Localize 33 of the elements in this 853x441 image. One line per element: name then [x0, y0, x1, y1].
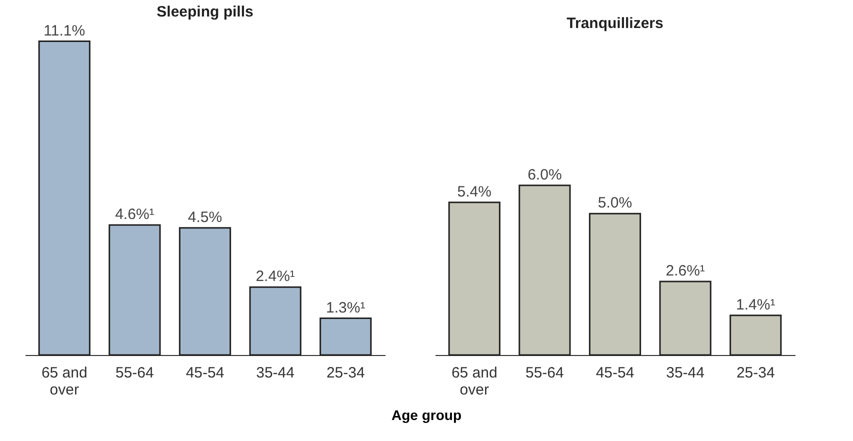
bar: [448, 202, 500, 356]
bar: [249, 286, 302, 356]
data-label: 6.0%: [528, 166, 562, 184]
x-tick-label: 45-54: [596, 364, 634, 382]
bar: [38, 40, 90, 356]
data-label: 11.1%: [44, 22, 86, 40]
x-tick-label: 55-64: [116, 364, 154, 382]
x-axis-title: Age group: [390, 407, 462, 423]
bar: [108, 224, 161, 356]
x-tick-label: 35-44: [666, 364, 704, 382]
data-label: 2.6%¹: [666, 262, 705, 280]
data-label: 5.0%: [598, 194, 632, 212]
data-label: 2.4%¹: [256, 268, 295, 286]
data-label: 4.6%¹: [115, 206, 154, 223]
data-label: 5.4%: [457, 183, 492, 200]
x-tick-label: 25-34: [326, 364, 365, 382]
x-tick-label: 65 and over: [451, 364, 498, 398]
x-tick-label: 55-64: [526, 364, 564, 382]
bar: [588, 212, 642, 356]
data-label: 4.5%: [188, 208, 222, 226]
x-tick-label: 25-34: [736, 364, 775, 382]
bar: [178, 227, 232, 356]
x-tick-label: 35-44: [256, 364, 294, 382]
chart-title: Sleeping pills: [156, 3, 254, 20]
x-tick-label: 45-54: [186, 364, 224, 382]
bar: [659, 280, 712, 356]
data-label: 1.4%¹: [736, 296, 776, 314]
data-label: 1.3%¹: [326, 299, 366, 316]
bar: [320, 318, 372, 356]
bar: [730, 314, 782, 356]
chart-title: Tranquillizers: [566, 15, 664, 32]
x-tick-label: 65 and over: [41, 364, 88, 398]
bar: [518, 184, 571, 356]
